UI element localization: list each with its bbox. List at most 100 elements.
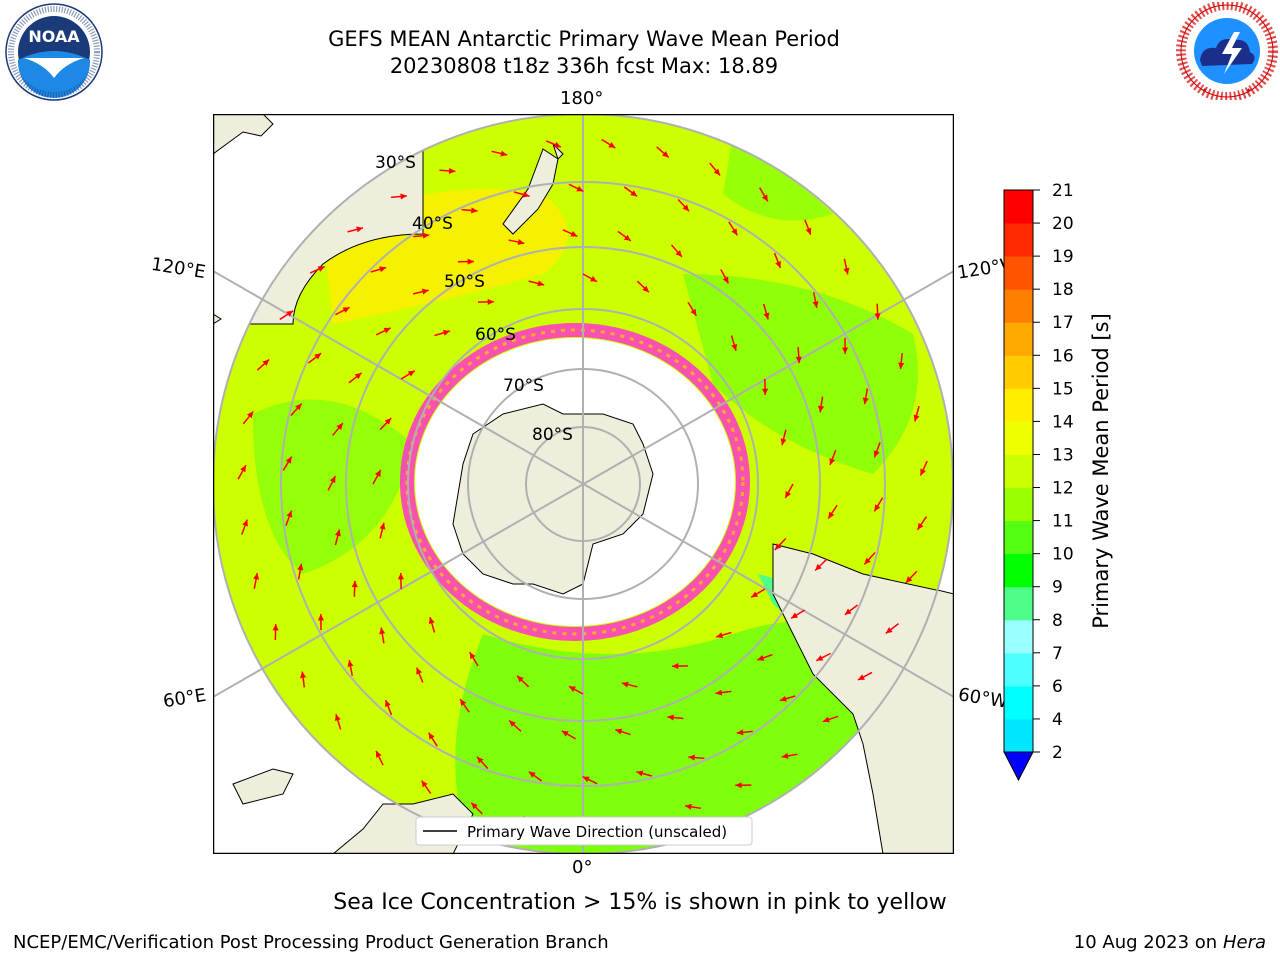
colorbar-tick-label: 20 — [1052, 214, 1074, 234]
wave-arrow-head — [913, 414, 920, 422]
colorbar-tick-label: 6 — [1052, 677, 1063, 697]
wave-arrow-head — [336, 423, 343, 430]
wave-arrow-head — [675, 250, 682, 257]
wave-arrow-head — [272, 624, 279, 631]
wave-arrow-head — [240, 465, 246, 473]
wave-arrow-head — [471, 207, 478, 214]
wave-arrow-head — [469, 652, 476, 660]
wave-arrow-head — [662, 151, 669, 158]
colorbar-block — [1004, 190, 1033, 224]
lat-label-30s: 30°S — [375, 153, 416, 173]
colorbar-tick-label: 12 — [1052, 479, 1074, 499]
wave-arrow-head — [383, 327, 391, 334]
colorbar-tick-label: 7 — [1052, 644, 1063, 664]
wave-arrow-head — [690, 308, 697, 316]
wave-arrow-head — [905, 576, 913, 583]
wave-arrow-head — [761, 194, 768, 202]
wave-arrow-head — [780, 438, 787, 446]
wave-arrow-head — [553, 141, 561, 148]
wave-arrow-head — [568, 686, 576, 693]
wave-arrow-head — [570, 230, 578, 237]
colorbar-tick-label: 17 — [1052, 313, 1074, 333]
wave-arrow-head — [775, 260, 781, 268]
lat-label-70s: 70°S — [503, 376, 544, 396]
wave-arrow-head — [763, 312, 770, 320]
wave-arrow-head — [329, 476, 336, 484]
wave-arrow-head — [253, 572, 260, 580]
wave-arrow-head — [713, 168, 721, 176]
wave-arrow-head — [379, 522, 386, 530]
colorbar-tick-label: 18 — [1052, 280, 1074, 300]
wave-arrow-head — [822, 716, 830, 723]
colorbar-block — [1004, 421, 1033, 455]
colorbar-block — [1004, 355, 1033, 389]
wave-arrow-head — [376, 750, 382, 758]
colorbar-block — [1004, 718, 1033, 753]
lat-label-40s: 40°S — [412, 214, 453, 234]
wave-arrow-head — [347, 660, 354, 667]
wave-arrow-head — [672, 663, 679, 670]
colorbar-extend-triangle — [1003, 751, 1034, 782]
wave-arrow-head — [621, 681, 629, 688]
chart-title: GEFS MEAN Antarctic Primary Wave Mean Pe… — [328, 27, 840, 51]
wave-arrow-head — [862, 397, 869, 405]
wave-arrow-head — [295, 403, 302, 411]
wave-arrow-head — [818, 405, 825, 413]
wave-arrow-head — [300, 671, 307, 679]
wave-arrow-head — [246, 411, 254, 419]
wave-arrow-head — [842, 347, 849, 354]
meridian-label-120e: 120°E — [149, 253, 208, 284]
colorbar-tick-label: 9 — [1052, 578, 1063, 598]
wave-arrow-head — [623, 234, 631, 241]
colorbar-blocks — [1004, 190, 1033, 753]
wave-arrow-head — [528, 771, 536, 778]
wave-arrow-head — [351, 580, 358, 588]
wave-arrow-head — [816, 655, 824, 661]
wave-arrow-head — [805, 227, 812, 235]
wave-arrow-head — [385, 700, 391, 708]
colorbar-tick-label: 11 — [1052, 512, 1074, 532]
wave-arrow-head — [334, 529, 341, 537]
wave-arrow-head — [774, 543, 782, 550]
svg-text:★: ★ — [1246, 87, 1251, 94]
wave-arrow-head — [537, 280, 545, 287]
wave-arrow-head — [448, 167, 456, 175]
chart-subtitle: 20230808 t18z 336h fcst Max: 18.89 — [389, 54, 779, 78]
colorbar-block — [1004, 223, 1033, 257]
noaa-logo: NOAA — [5, 3, 103, 101]
wave-arrow-head — [522, 191, 530, 198]
wave-arrow-head — [397, 573, 404, 580]
colorbar-block — [1004, 487, 1033, 522]
colorbar: 2 4 6 7 8 9 10 11 12 13 14 15 16 17 18 19 20 21 Primary W… — [1003, 181, 1113, 782]
wave-arrow-head — [642, 285, 649, 293]
wave-arrow-head — [334, 714, 341, 722]
wave-arrow-head — [422, 232, 430, 239]
wave-arrow-head — [874, 313, 881, 320]
wave-arrow-head — [400, 193, 407, 200]
wave-arrow-head — [667, 714, 674, 721]
wave-arrow-head — [487, 298, 494, 305]
wave-arrow-head — [262, 359, 270, 366]
colorbar-tick-label: 10 — [1052, 545, 1074, 565]
meridian-label-60e: 60°E — [161, 684, 208, 713]
colorbar-tick-label: 4 — [1052, 710, 1063, 730]
wave-arrow-head — [857, 674, 865, 681]
wave-arrow-head — [735, 782, 742, 789]
wave-arrow-head — [384, 418, 392, 425]
colorbar-tick-label: 14 — [1052, 412, 1074, 432]
wave-arrow-head — [608, 142, 616, 148]
wave-arrow-head — [421, 288, 429, 295]
footer-credit: NCEP/EMC/Verification Post Processing Pr… — [13, 932, 609, 953]
wave-arrow-head — [688, 754, 695, 761]
meridian-label-180: 180° — [560, 88, 604, 109]
wave-arrow-head — [509, 720, 516, 727]
wave-arrow-head — [722, 276, 729, 284]
colorbar-tick-label: 13 — [1052, 445, 1074, 465]
wave-arrow-head — [864, 557, 871, 565]
wave-arrow-head — [815, 563, 822, 571]
antarctica — [452, 403, 654, 595]
wave-arrow-head — [297, 563, 304, 571]
wave-arrow-head — [286, 510, 293, 518]
wave-arrow-head — [685, 803, 692, 810]
wave-arrow-head — [421, 780, 428, 788]
